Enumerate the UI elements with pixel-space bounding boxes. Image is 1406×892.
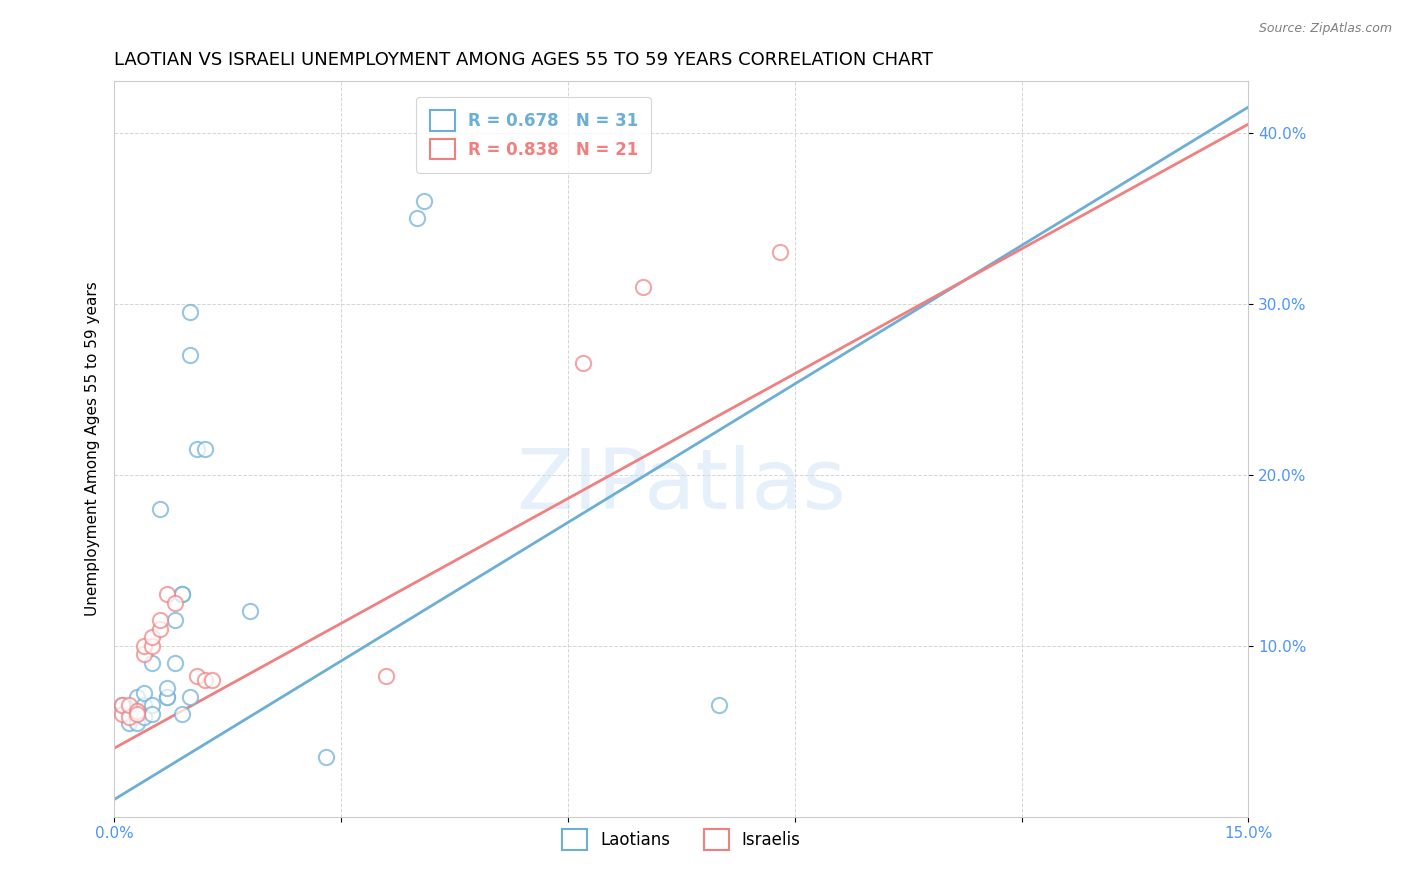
Point (163, 656, 186, 670)
Point (201, 673, 224, 687)
Point (633, 279, 655, 293)
Point (118, 706, 141, 721)
Point (111, 706, 134, 721)
Point (163, 613, 186, 627)
Point (134, 639, 156, 653)
Point (413, 194, 436, 208)
Point (118, 710, 141, 724)
Point (111, 698, 134, 713)
Point (148, 622, 170, 636)
Point (172, 587, 194, 601)
Point (172, 706, 194, 721)
Point (141, 656, 163, 670)
Point (125, 706, 148, 721)
Point (141, 630, 163, 644)
Point (572, 356, 595, 370)
Point (125, 704, 148, 718)
Point (186, 669, 208, 683)
Point (141, 698, 163, 713)
Point (375, 669, 398, 683)
Point (125, 690, 148, 704)
Text: Source: ZipAtlas.com: Source: ZipAtlas.com (1258, 22, 1392, 36)
Text: ZIPatlas: ZIPatlas (516, 445, 846, 526)
Point (125, 715, 148, 730)
Point (315, 749, 337, 764)
Point (163, 596, 186, 610)
Point (148, 501, 170, 516)
Point (134, 710, 156, 724)
Point (239, 604, 262, 618)
Point (134, 686, 156, 700)
Point (125, 704, 148, 718)
Point (148, 613, 170, 627)
Point (134, 698, 156, 713)
Y-axis label: Unemployment Among Ages 55 to 59 years: Unemployment Among Ages 55 to 59 years (86, 282, 100, 616)
Point (707, 698, 730, 713)
Legend: R = 0.678   N = 31, R = 0.838   N = 21: R = 0.678 N = 31, R = 0.838 N = 21 (416, 97, 651, 173)
Point (186, 442, 208, 456)
Point (179, 690, 201, 704)
Point (172, 587, 194, 601)
Point (118, 715, 141, 730)
Text: LAOTIAN VS ISRAELI UNEMPLOYMENT AMONG AGES 55 TO 59 YEARS CORRELATION CHART: LAOTIAN VS ISRAELI UNEMPLOYMENT AMONG AG… (114, 51, 934, 69)
Point (156, 690, 179, 704)
Point (156, 681, 179, 696)
Point (194, 673, 217, 687)
Point (141, 639, 163, 653)
Point (156, 690, 179, 704)
Point (179, 305, 201, 319)
Point (405, 211, 427, 226)
Point (118, 698, 141, 713)
Point (134, 647, 156, 661)
Point (111, 698, 134, 713)
Point (179, 348, 201, 362)
Point (156, 587, 179, 601)
Point (141, 706, 163, 721)
Point (768, 245, 790, 260)
Point (194, 442, 217, 456)
